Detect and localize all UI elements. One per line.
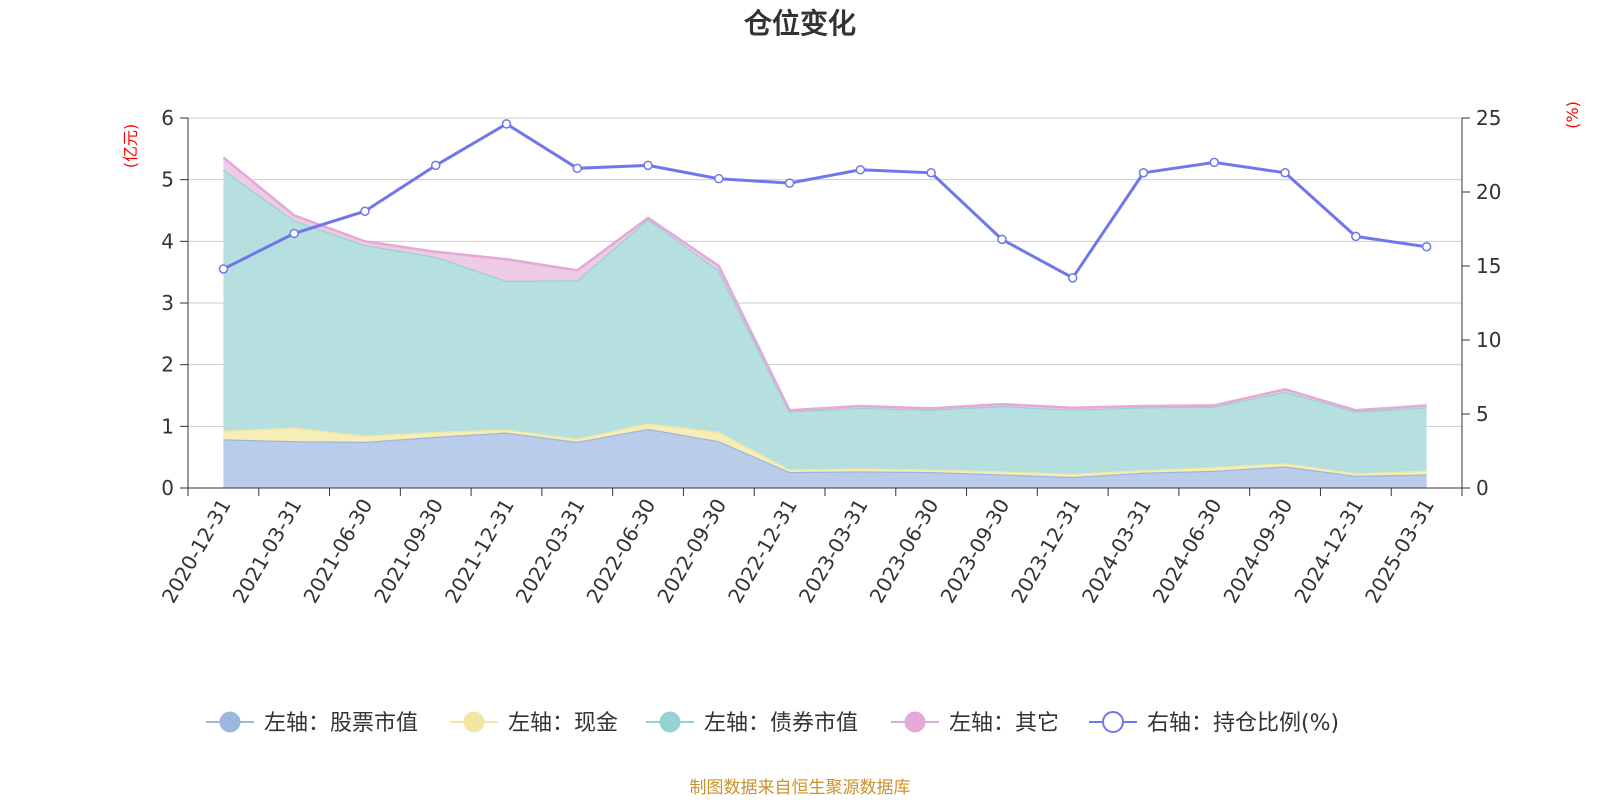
ratio-point xyxy=(501,119,512,129)
left-tick-label: 4 xyxy=(161,229,174,253)
x-tick-label: 2025-03-31 xyxy=(1360,495,1439,608)
x-tick-label: 2024-06-30 xyxy=(1148,495,1227,608)
ratio-point xyxy=(784,178,795,188)
x-tick-label: 2024-09-30 xyxy=(1218,495,1297,608)
area-左轴：债券市值 xyxy=(223,169,1427,474)
ratio-point xyxy=(855,165,866,175)
x-tick-label: 2022-09-30 xyxy=(652,495,731,608)
legend-marker xyxy=(463,711,485,733)
x-tick-label: 2023-06-30 xyxy=(865,495,944,608)
ratio-point xyxy=(360,206,370,216)
stacked-areas xyxy=(222,156,1427,488)
ratio-point xyxy=(926,168,936,178)
ratio-point xyxy=(714,173,724,184)
left-tick-label: 1 xyxy=(161,414,174,438)
legend-item[interactable]: 左轴：现金 xyxy=(450,711,618,736)
ratio-point xyxy=(1421,242,1432,252)
x-tick-label: 2022-12-31 xyxy=(723,495,802,608)
x-tick-label: 2023-03-31 xyxy=(794,495,873,608)
area-edge-左轴：其它 xyxy=(222,156,1427,412)
left-axis-unit: (亿元) xyxy=(121,124,140,169)
x-tick-label: 2022-03-31 xyxy=(511,495,590,608)
right-tick-label: 20 xyxy=(1476,180,1501,204)
legend-marker xyxy=(904,711,926,733)
right-tick-label: 10 xyxy=(1476,328,1501,352)
x-tick-label: 2021-03-31 xyxy=(228,495,307,608)
x-tick-label: 2023-09-30 xyxy=(935,495,1014,608)
legend-marker xyxy=(1102,711,1124,733)
ratio-point xyxy=(289,228,299,239)
x-tick-label: 2021-12-31 xyxy=(440,495,519,608)
legend-item[interactable]: 左轴：其它 xyxy=(891,711,1059,736)
x-tick-label: 2020-12-31 xyxy=(157,495,236,608)
left-tick-label: 5 xyxy=(161,168,174,192)
ratio-point xyxy=(1351,231,1361,242)
left-tick-label: 2 xyxy=(161,353,174,377)
legend[interactable]: 左轴：股票市值 左轴：现金 左轴：债券市值 左轴：其它 右轴：持仓比例(%) xyxy=(206,711,1339,736)
legend-label: 左轴：现金 xyxy=(508,711,618,736)
x-tick-label: 2021-06-30 xyxy=(298,495,377,608)
right-tick-label: 15 xyxy=(1476,254,1501,278)
legend-item[interactable]: 左轴：股票市值 xyxy=(206,711,418,736)
legend-marker xyxy=(219,711,241,733)
x-tick-label: 2024-12-31 xyxy=(1289,495,1368,608)
ratio-point xyxy=(1067,273,1078,283)
legend-marker xyxy=(659,711,681,733)
ratio-point xyxy=(643,160,653,171)
left-tick-label: 6 xyxy=(161,106,174,130)
ratio-point xyxy=(997,234,1007,245)
left-tick-label: 0 xyxy=(161,476,174,500)
ratio-line-path xyxy=(222,122,1427,280)
legend-label: 左轴：股票市值 xyxy=(264,711,418,736)
ratio-point xyxy=(1209,157,1220,168)
area-左轴：股票市值 xyxy=(223,428,1427,488)
ratio-point xyxy=(1280,168,1290,178)
legend-label: 左轴：其它 xyxy=(949,711,1059,736)
x-tick-label: 2023-12-31 xyxy=(1006,495,1085,608)
right-tick-label: 0 xyxy=(1476,476,1489,500)
right-tick-label: 25 xyxy=(1476,106,1501,130)
ratio-point xyxy=(218,264,229,274)
legend-label: 右轴：持仓比例(%) xyxy=(1147,711,1339,736)
right-axis-unit: (%) xyxy=(1563,101,1582,129)
ratio-point xyxy=(1138,168,1149,178)
source-note: 制图数据来自恒生聚源数据库 xyxy=(690,778,911,798)
x-tick-label: 2022-06-30 xyxy=(581,495,660,608)
ratio-line xyxy=(218,119,1432,283)
right-tick-label: 5 xyxy=(1476,402,1489,426)
x-tick-label: 2024-03-31 xyxy=(1077,495,1156,608)
legend-label: 左轴：债券市值 xyxy=(704,711,858,736)
chart-title: 仓位变化 xyxy=(744,7,856,40)
x-tick-label: 2021-09-30 xyxy=(369,495,448,608)
ratio-point xyxy=(430,160,441,171)
legend-item[interactable]: 右轴：持仓比例(%) xyxy=(1089,711,1339,736)
legend-item[interactable]: 左轴：债券市值 xyxy=(646,711,858,736)
left-tick-label: 3 xyxy=(161,291,174,315)
ratio-point xyxy=(572,163,583,174)
